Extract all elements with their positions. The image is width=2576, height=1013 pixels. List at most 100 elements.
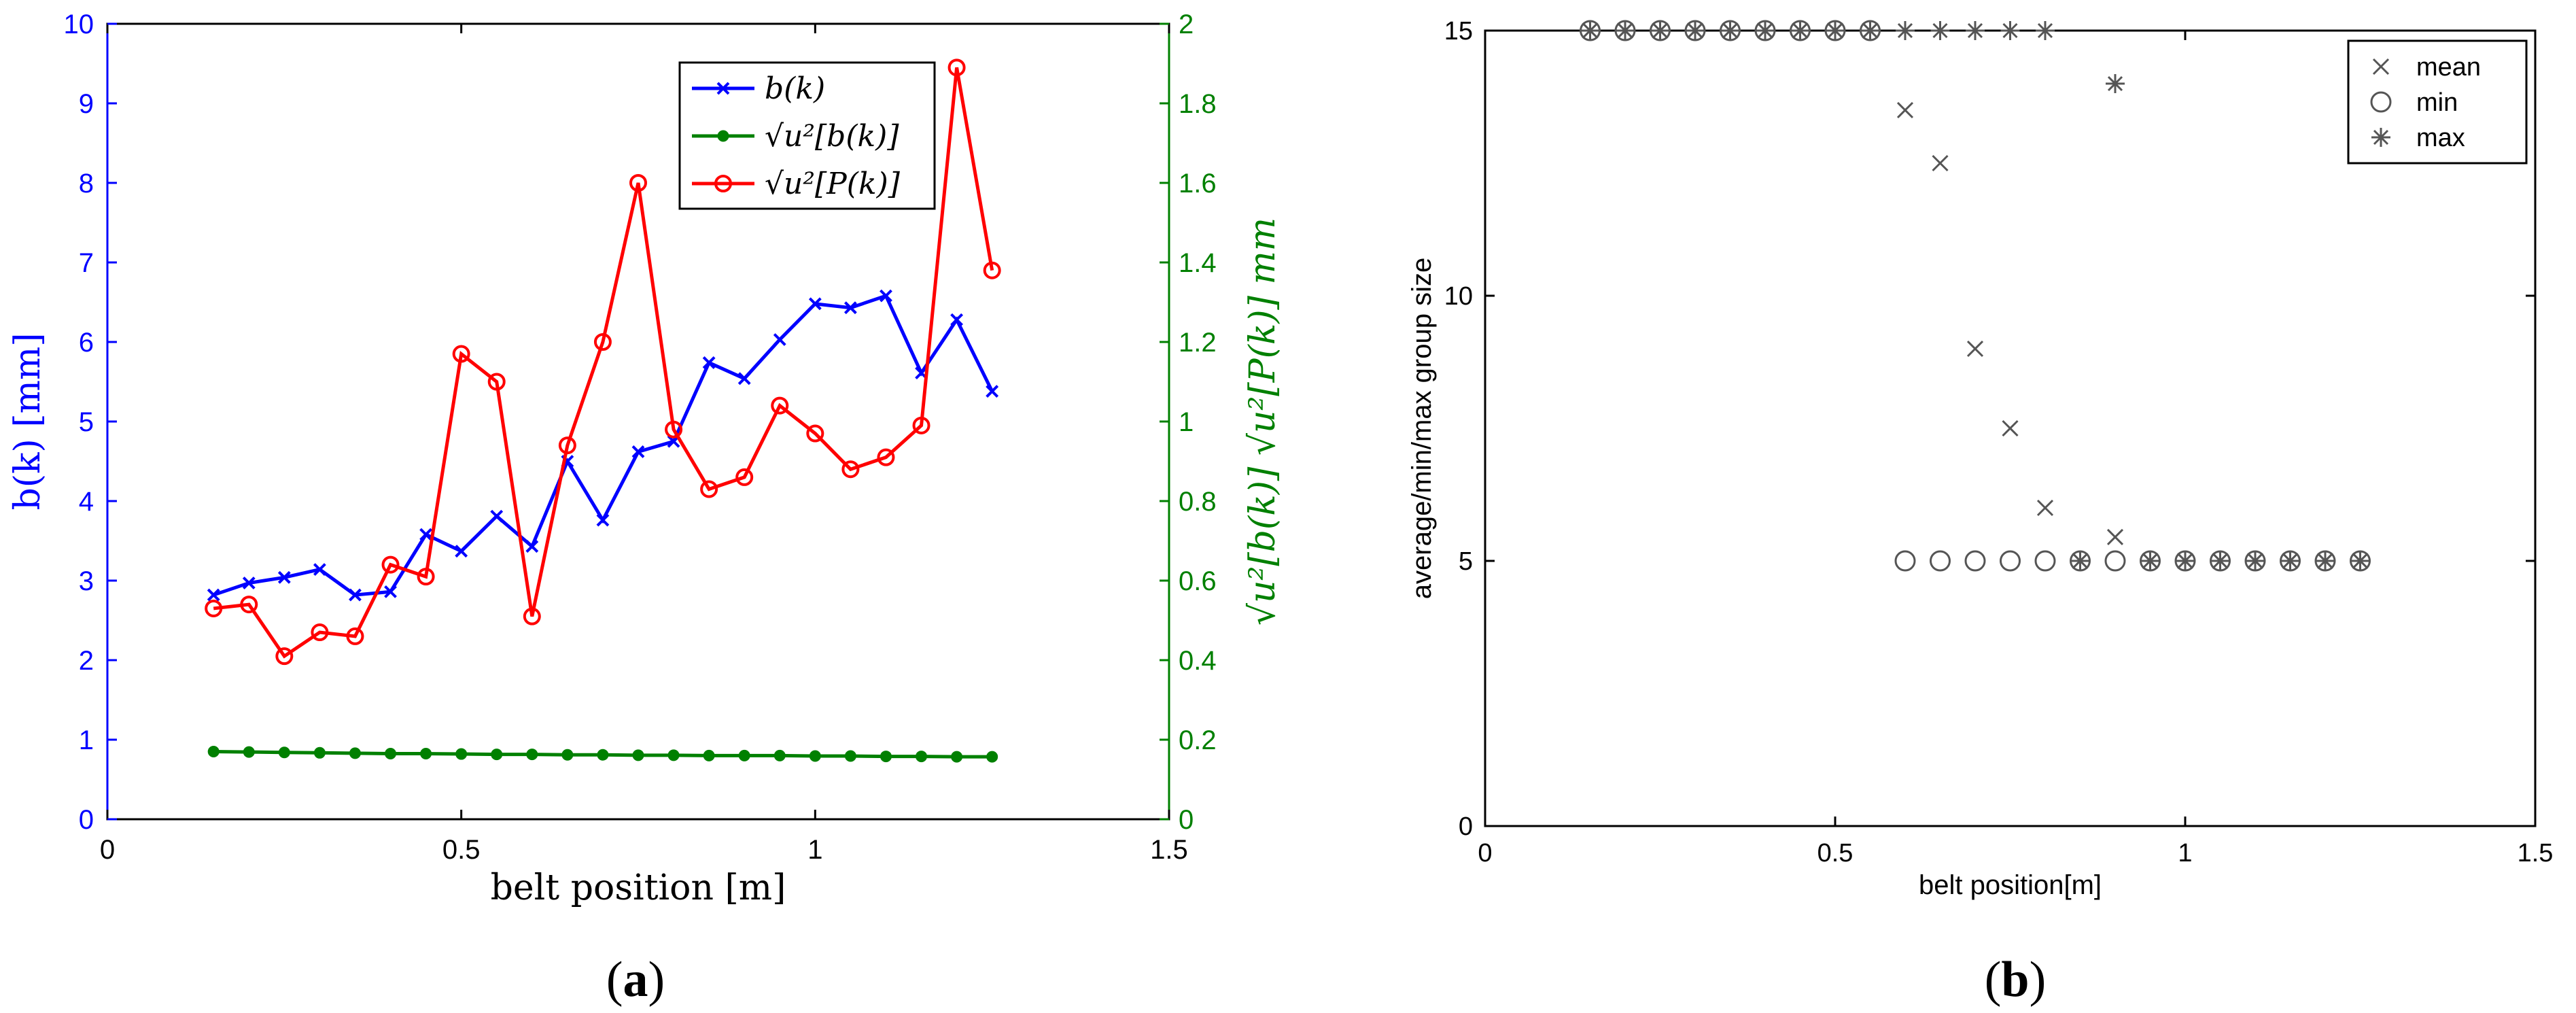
chart-a-data-point — [702, 356, 716, 369]
chart-b-x-tick-label: 1 — [2178, 839, 2192, 868]
chart-b-legend-marker — [2370, 91, 2392, 113]
chart-b-data-point — [2000, 21, 2020, 40]
chart-b-data-point — [1616, 21, 1635, 40]
chart-a-data-point — [773, 333, 786, 346]
chart-b-legend-box — [2347, 39, 2528, 165]
panel-letter: b — [2001, 952, 2029, 1008]
chart-a-x-axis-label: belt position [m] — [491, 868, 786, 908]
chart-a-data-point — [417, 568, 435, 586]
chart-a-data-point — [275, 647, 294, 666]
chart-b-x-tick-label: 1.5 — [2518, 839, 2554, 868]
chart-b-data-point — [1896, 101, 1914, 119]
chart-a-left-y-tick-label: 2 — [79, 646, 94, 676]
panel-label-b: (b) — [1985, 952, 2046, 1008]
chart-a-x-tick-label: 1.5 — [1150, 835, 1188, 865]
chart-a-data-point — [487, 373, 506, 391]
chart-a-data-point — [346, 627, 364, 645]
chart-a-data-point — [880, 751, 892, 763]
chart-a-left-y-tick-label: 0 — [79, 805, 94, 835]
chart-b-data-point — [1896, 21, 1915, 40]
chart-a-data-point — [313, 563, 326, 577]
chart-a-data-point — [490, 509, 504, 523]
chart-a-data-point — [381, 555, 400, 574]
chart-a-legend-marker — [716, 82, 730, 95]
chart-b-data-point — [2036, 21, 2055, 40]
chart-b: 0 0.5 1 1.5 0 5 10 15 belt position[m] average/… — [1407, 17, 2553, 900]
chart-a-data-point — [277, 570, 291, 584]
chart-a-data-point — [631, 445, 645, 458]
chart-b-data-point — [2246, 551, 2265, 570]
panel-label-a: (a) — [606, 952, 665, 1008]
chart-a-x-tick-label: 0.5 — [442, 835, 481, 865]
chart-a-data-point — [455, 748, 468, 760]
chart-b-x-axis-label: belt position[m] — [1919, 870, 2102, 900]
chart-a-data-point — [311, 623, 329, 642]
chart-a-data-point — [703, 749, 715, 761]
chart-b-data-point — [2316, 551, 2335, 570]
chart-b-data-point — [1650, 21, 1670, 40]
chart-a-data-point — [597, 749, 609, 761]
chart-a: 0 0.5 1 1.501234567891000.20.40.60.811.21.4… — [7, 10, 1283, 908]
chart-b-x-tick-label: 0 — [1478, 839, 1492, 868]
chart-a-data-point — [243, 746, 255, 758]
chart-a-data-point — [877, 448, 895, 466]
chart-a-data-point — [916, 751, 928, 763]
chart-a-data-point — [773, 749, 786, 761]
chart-b-data-point — [2350, 551, 2370, 570]
chart-a-data-point — [843, 301, 857, 315]
chart-a-data-point — [278, 746, 290, 759]
chart-b-data-point — [1930, 550, 1951, 572]
chart-a-legend-label: b(k) — [765, 71, 825, 106]
chart-b-y-tick-label: 10 — [1444, 282, 1473, 311]
chart-b-data-point — [1720, 21, 1740, 40]
chart-b-y-tick-label: 0 — [1459, 812, 1473, 841]
chart-b-legend-marker — [2372, 58, 2390, 75]
chart-a-right-y-tick-label: 2 — [1179, 10, 1194, 39]
chart-a-data-point — [558, 436, 576, 455]
chart-a-data-point — [880, 289, 892, 303]
chart-a-series-line — [213, 67, 994, 659]
chart-a-data-point — [313, 746, 326, 759]
chart-b-data-point — [2106, 74, 2125, 93]
chart-a-legend-marker — [717, 130, 729, 142]
chart-a-data-point — [738, 749, 750, 761]
chart-a-data-point — [700, 480, 718, 498]
chart-b-data-point — [2106, 528, 2124, 545]
chart-b-data-point — [1932, 154, 1949, 172]
chart-b-data-point — [1826, 21, 1845, 40]
chart-a-data-point — [525, 540, 539, 553]
chart-a-right-y-tick-label: 0.6 — [1179, 566, 1217, 596]
chart-a-x-tick-label: 0 — [100, 835, 115, 865]
chart-a-data-point — [207, 746, 220, 758]
chart-b-data-point — [2000, 550, 2021, 572]
chart-b-legend-label: mean — [2416, 53, 2481, 82]
chart-a-data-point — [455, 545, 468, 558]
chart-a-data-point — [491, 749, 503, 761]
chart-a-legend-marker — [714, 175, 732, 192]
chart-a-data-point — [986, 385, 999, 398]
chart-a-right-y-tick-label: 0.4 — [1179, 646, 1217, 676]
chart-b-data-point — [2210, 551, 2230, 570]
chart-a-right-y-axis-label: √u²[b(k)] √u²[P(k)] mm — [1242, 218, 1283, 625]
chart-a-data-point — [240, 596, 258, 614]
chart-b-data-point — [2070, 551, 2090, 570]
chart-a-data-point — [665, 420, 683, 439]
chart-b-data-point — [2140, 551, 2160, 570]
chart-a-data-point — [951, 751, 963, 763]
chart-a-x-tick-label: 1 — [807, 835, 822, 865]
chart-a-data-point — [632, 749, 644, 761]
chart-b-data-point — [1860, 21, 1880, 40]
chart-b-series-2 — [1580, 21, 2370, 570]
chart-a-data-point — [596, 513, 610, 527]
chart-a-left-y-axis-label: b(k) [mm] — [7, 332, 48, 510]
chart-b-data-point — [1790, 21, 1810, 40]
chart-b-data-point — [1894, 550, 1916, 572]
chart-a-data-point — [735, 468, 754, 486]
chart-a-left-y-tick-label: 10 — [64, 10, 94, 39]
chart-b-y-tick-label: 5 — [1459, 547, 1473, 576]
chart-a-right-y-tick-label: 1.2 — [1179, 328, 1217, 358]
chart-a-data-point — [983, 261, 1001, 279]
chart-a-data-point — [419, 528, 433, 541]
chart-a-data-point — [561, 749, 574, 761]
